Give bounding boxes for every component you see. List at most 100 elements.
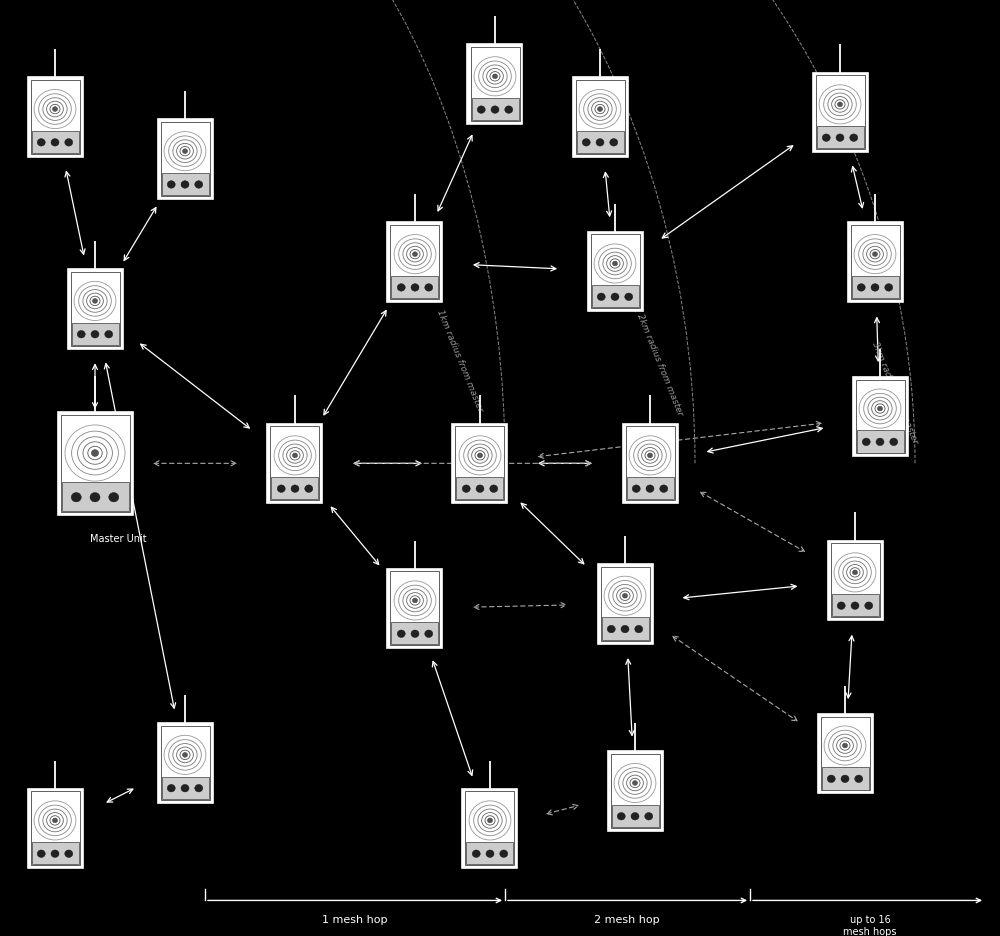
Circle shape — [167, 181, 175, 188]
Circle shape — [582, 139, 590, 146]
Bar — [387, 223, 442, 301]
Circle shape — [459, 436, 501, 475]
Circle shape — [487, 818, 493, 823]
Circle shape — [486, 850, 494, 857]
Bar — [30, 80, 80, 154]
Circle shape — [647, 453, 653, 458]
Circle shape — [109, 492, 119, 502]
Circle shape — [819, 85, 861, 124]
Circle shape — [37, 850, 45, 857]
Bar — [270, 426, 319, 500]
Bar — [856, 380, 904, 453]
Circle shape — [411, 284, 419, 291]
Bar — [162, 777, 208, 798]
Circle shape — [90, 492, 100, 502]
Circle shape — [65, 850, 73, 857]
Bar — [818, 713, 872, 793]
Bar — [590, 235, 640, 309]
Bar — [626, 426, 674, 500]
Bar — [471, 47, 520, 121]
Circle shape — [855, 775, 863, 782]
Circle shape — [34, 90, 76, 128]
Bar — [462, 788, 517, 869]
Circle shape — [837, 602, 845, 609]
Circle shape — [611, 293, 619, 300]
Circle shape — [852, 570, 858, 575]
Bar — [58, 412, 132, 515]
Bar — [848, 223, 902, 301]
Bar — [62, 482, 128, 511]
Bar — [452, 423, 507, 503]
Circle shape — [397, 630, 405, 637]
Circle shape — [490, 485, 498, 492]
Circle shape — [412, 252, 418, 256]
Bar — [162, 173, 208, 196]
Circle shape — [477, 106, 485, 113]
Circle shape — [632, 485, 640, 492]
Circle shape — [51, 139, 59, 146]
Circle shape — [181, 181, 189, 188]
Circle shape — [822, 134, 830, 141]
Bar — [390, 571, 439, 646]
Circle shape — [850, 134, 858, 141]
Bar — [472, 98, 518, 120]
Circle shape — [834, 553, 876, 592]
Circle shape — [425, 630, 433, 637]
Circle shape — [462, 485, 470, 492]
Bar — [160, 122, 210, 196]
Bar — [391, 276, 438, 298]
Circle shape — [412, 598, 418, 603]
Circle shape — [77, 330, 85, 338]
Circle shape — [594, 244, 636, 283]
Bar — [828, 540, 883, 620]
Circle shape — [274, 436, 316, 475]
Circle shape — [596, 139, 604, 146]
Circle shape — [51, 850, 59, 857]
Bar — [588, 232, 642, 311]
Circle shape — [74, 282, 116, 320]
Circle shape — [632, 781, 638, 785]
Circle shape — [477, 453, 483, 458]
Circle shape — [604, 577, 646, 615]
Bar — [30, 791, 80, 865]
Text: up to 16
mesh hops: up to 16 mesh hops — [843, 915, 897, 936]
Circle shape — [472, 850, 480, 857]
Text: 3km radius from master: 3km radius from master — [870, 341, 920, 446]
Circle shape — [890, 438, 898, 446]
Bar — [602, 618, 648, 640]
Bar — [467, 44, 522, 124]
Bar — [32, 842, 78, 865]
Circle shape — [885, 284, 893, 291]
Bar — [72, 323, 119, 344]
Bar — [626, 477, 674, 500]
Circle shape — [394, 235, 436, 273]
Circle shape — [629, 436, 671, 475]
Circle shape — [610, 139, 618, 146]
Bar — [32, 131, 78, 153]
Bar — [455, 426, 504, 500]
Text: Master Unit: Master Unit — [90, 534, 147, 544]
Circle shape — [505, 106, 513, 113]
Circle shape — [476, 485, 484, 492]
Circle shape — [491, 106, 499, 113]
Bar — [391, 622, 438, 644]
Circle shape — [859, 389, 901, 428]
Circle shape — [612, 261, 618, 266]
Bar — [70, 271, 120, 345]
Bar — [812, 73, 868, 152]
Text: 2 mesh hop: 2 mesh hop — [594, 915, 660, 926]
Circle shape — [411, 630, 419, 637]
Circle shape — [164, 132, 206, 170]
Bar — [68, 270, 122, 348]
Circle shape — [827, 775, 835, 782]
Circle shape — [37, 139, 45, 146]
Circle shape — [91, 449, 99, 457]
Bar — [387, 568, 442, 648]
Circle shape — [872, 252, 878, 256]
Bar — [572, 77, 628, 156]
Text: 1km radius from master: 1km radius from master — [435, 308, 485, 413]
Bar — [158, 723, 212, 802]
Circle shape — [195, 181, 203, 188]
Circle shape — [182, 149, 188, 154]
Bar — [576, 80, 624, 154]
